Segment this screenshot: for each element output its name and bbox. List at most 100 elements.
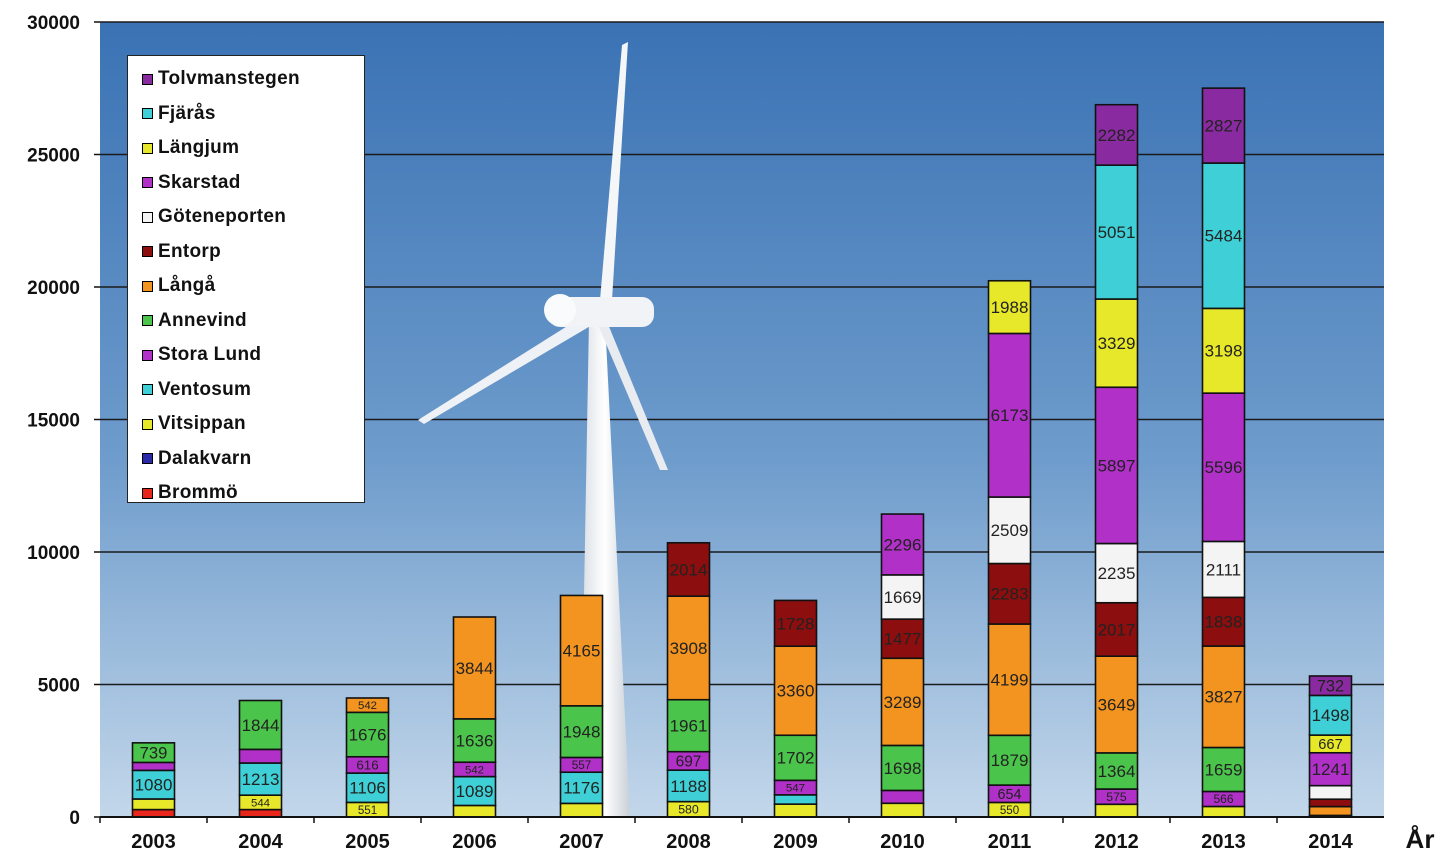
legend-swatch	[142, 349, 153, 361]
bar-segment	[559, 705, 604, 759]
legend-swatch	[142, 487, 153, 499]
x-tick-label: 2010	[880, 831, 925, 852]
bar-segment	[1201, 307, 1246, 394]
data-label: 5897	[1098, 456, 1136, 475]
legend-label: Ventosum	[158, 378, 252, 400]
data-label: 2509	[991, 521, 1029, 540]
data-label: 1080	[135, 776, 173, 795]
bar-segment	[1308, 805, 1353, 817]
bar-segment	[1094, 752, 1139, 790]
data-label: 1176	[563, 779, 600, 798]
bar-segment	[1201, 392, 1246, 543]
bar-segment	[1201, 540, 1246, 599]
data-label: 1498	[1312, 706, 1350, 725]
y-tick-label: 20000	[27, 278, 80, 299]
bar-segment	[666, 698, 711, 753]
data-label: 1669	[884, 588, 922, 607]
data-label: 542	[465, 764, 484, 776]
legend-item: Ventosum	[142, 373, 364, 408]
bar-segment	[238, 748, 283, 764]
bar-segment	[345, 772, 390, 804]
axes: 0 5000 10000 15000 20000 25000 30000 2003 2004 20…	[27, 13, 1384, 853]
data-label: 3360	[777, 682, 815, 701]
data-label: 1961	[670, 717, 708, 736]
legend-label: Vitsippan	[158, 413, 246, 435]
data-label: 616	[356, 758, 378, 773]
bar-segment	[987, 332, 1032, 498]
legend-swatch	[142, 418, 153, 430]
bar-segment	[452, 616, 497, 720]
bar-segment	[238, 808, 283, 818]
bar-segment	[238, 699, 283, 751]
bar-segment	[666, 595, 711, 701]
legend-label: Fjärås	[158, 102, 216, 124]
bar-segment	[1308, 751, 1353, 787]
data-label: 3827	[1205, 688, 1243, 707]
x-tick-label: 2003	[131, 831, 176, 852]
bar-segment	[1308, 784, 1353, 800]
legend-item: Entorp	[142, 235, 364, 270]
x-tick-label: 2013	[1201, 831, 1246, 852]
x-axis-title: År	[1406, 824, 1435, 852]
bar-segment	[880, 657, 925, 747]
bar-segment	[773, 734, 818, 782]
legend-item: Brommö	[142, 476, 364, 511]
bar-segment	[1308, 798, 1353, 808]
data-label: 1364	[1098, 762, 1136, 781]
legend-label: Göteneporten	[158, 206, 287, 228]
bar-segment	[1201, 805, 1246, 818]
data-label: 547	[786, 783, 805, 795]
bar-segment	[987, 496, 1032, 565]
data-label: 1089	[456, 782, 494, 801]
bar-segment	[238, 762, 283, 796]
data-label: 566	[1214, 792, 1234, 806]
bar-segment	[1201, 645, 1246, 749]
bar-segment	[559, 594, 604, 707]
data-label: 580	[678, 803, 699, 817]
data-label: 2014	[670, 560, 708, 579]
data-label: 575	[1106, 790, 1127, 804]
legend-item: Långå	[142, 269, 364, 304]
data-label: 1477	[884, 630, 922, 649]
data-label: 1676	[349, 726, 387, 745]
legend-swatch	[142, 315, 153, 327]
data-label: 1659	[1205, 760, 1243, 779]
bar-segment	[666, 769, 711, 803]
bar-segment	[131, 808, 176, 818]
data-label: 739	[140, 743, 168, 762]
bar-segment	[987, 562, 1032, 625]
data-label: 551	[358, 804, 377, 817]
data-label: 5051	[1098, 223, 1136, 242]
bar-segment	[452, 804, 497, 818]
bar-segment	[1201, 87, 1246, 164]
data-label: 2296	[884, 535, 922, 554]
bar-segment	[1094, 803, 1139, 818]
data-label: 2827	[1205, 117, 1243, 136]
legend-label: Stora Lund	[158, 344, 262, 366]
bar-segment	[1094, 164, 1139, 300]
data-label: 1241	[1312, 760, 1350, 779]
data-label: 3289	[884, 693, 922, 712]
data-label: 2017	[1098, 620, 1136, 639]
data-label: 3649	[1098, 695, 1136, 714]
data-label: 2282	[1098, 126, 1136, 145]
data-label: 542	[358, 700, 377, 712]
data-label: 3329	[1098, 334, 1136, 353]
data-label: 1106	[349, 779, 386, 798]
legend-swatch	[142, 246, 153, 258]
bar-segment	[131, 769, 176, 800]
bar-segment	[1094, 103, 1139, 166]
data-label: 1213	[242, 770, 280, 789]
data-label: 1988	[991, 298, 1029, 317]
bar-segment	[987, 623, 1032, 737]
bar-segment	[773, 794, 818, 805]
bar-segment	[345, 711, 390, 758]
data-label: 2111	[1206, 560, 1241, 579]
bar-segment	[880, 618, 925, 660]
legend-swatch	[142, 73, 153, 85]
legend-item: Vitsippan	[142, 407, 364, 442]
legend-item: Längjum	[142, 131, 364, 166]
data-label: 3908	[670, 639, 708, 658]
legend-label: Långå	[158, 275, 216, 297]
bar-segment	[559, 802, 604, 818]
